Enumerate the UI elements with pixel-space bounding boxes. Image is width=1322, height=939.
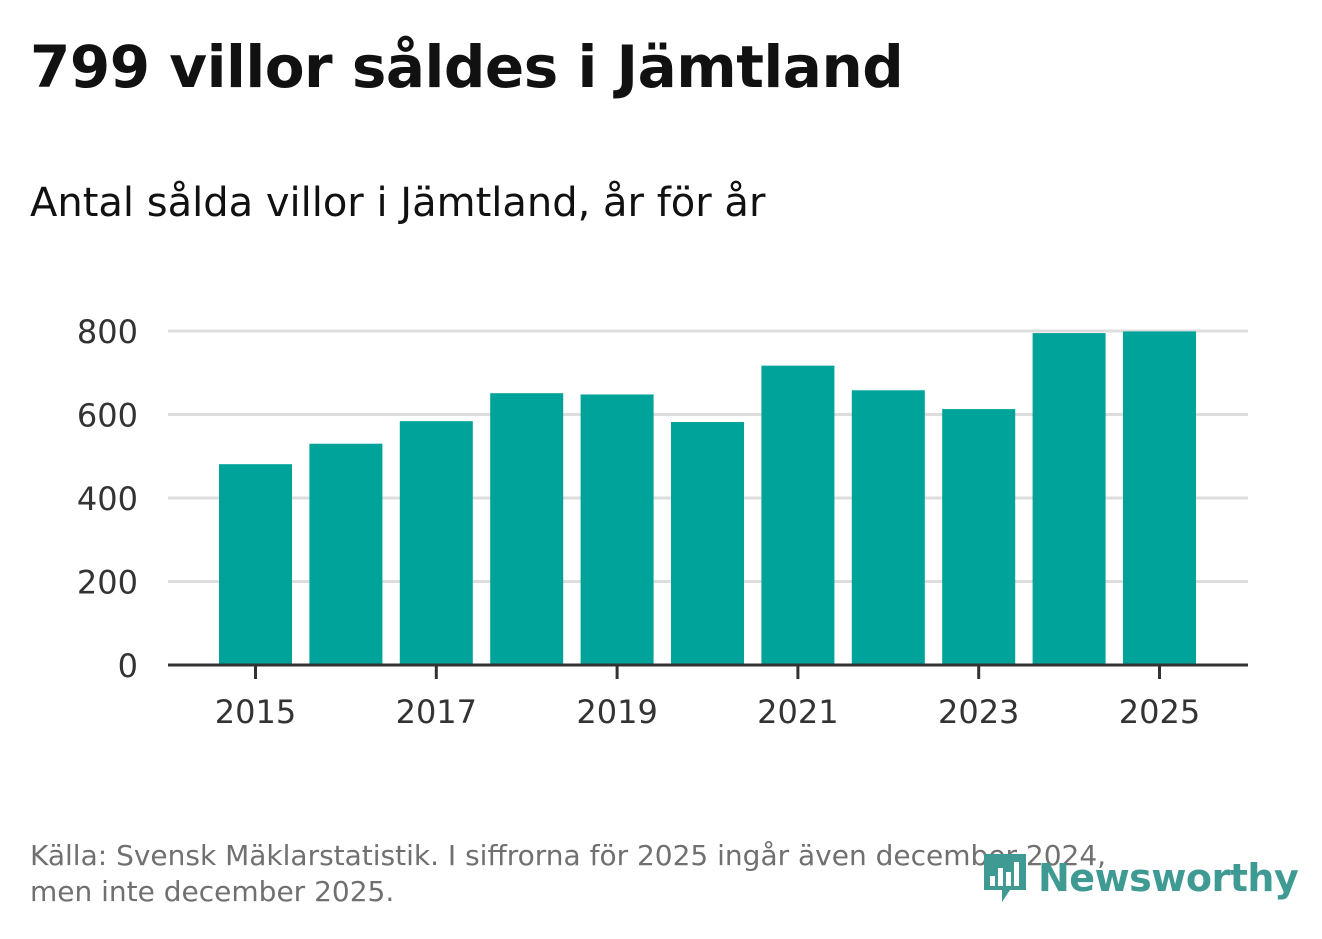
- bar-2023: [942, 409, 1016, 665]
- y-tick-label: 600: [77, 397, 138, 435]
- bar-2015: [219, 464, 292, 665]
- bar-2024: [1032, 333, 1106, 665]
- x-tick-label: 2015: [215, 693, 296, 731]
- x-axis-labels: 2015 2017 2019 2021 2023 2025: [215, 693, 1200, 731]
- bars: [219, 331, 1196, 665]
- bar-2020: [671, 422, 744, 665]
- bar-2018: [490, 393, 564, 665]
- logo-text: Newsworthy: [1038, 856, 1299, 900]
- x-tick-label: 2017: [396, 693, 477, 731]
- y-axis-labels: 0 200 400 600 800: [77, 313, 138, 685]
- newsworthy-logo: Newsworthy: [980, 848, 1299, 908]
- bar-2019: [580, 394, 654, 665]
- y-tick-label: 0: [118, 647, 138, 685]
- bar-2022: [851, 390, 925, 665]
- x-tick-label: 2023: [938, 693, 1019, 731]
- bar-2016: [309, 443, 383, 665]
- y-tick-label: 200: [77, 564, 138, 602]
- bar-chart: 0 200 400 600 800 2015 2017 2019 2021 2023 2025: [77, 313, 1248, 731]
- x-tick-label: 2019: [576, 693, 657, 731]
- source-line-1: Källa: Svensk Mäklarstatistik. I siffror…: [30, 839, 1107, 872]
- x-tick-label: 2021: [757, 693, 838, 731]
- y-tick-label: 800: [77, 313, 138, 351]
- x-axis: [168, 663, 1248, 679]
- source-line-2: men inte december 2025.: [30, 875, 395, 908]
- newsworthy-bar-chart-icon: [984, 854, 1026, 902]
- bar-2025: [1123, 331, 1196, 665]
- x-tick-label: 2025: [1119, 693, 1200, 731]
- bar-2021: [761, 365, 835, 665]
- source-footnote: Källa: Svensk Mäklarstatistik. I siffror…: [30, 838, 1230, 910]
- chart-subtitle: Antal sålda villor i Jämtland, år för år: [30, 180, 766, 226]
- chart-title: 799 villor såldes i Jämtland: [30, 33, 904, 101]
- y-tick-label: 400: [77, 480, 138, 518]
- bar-2017: [399, 421, 473, 665]
